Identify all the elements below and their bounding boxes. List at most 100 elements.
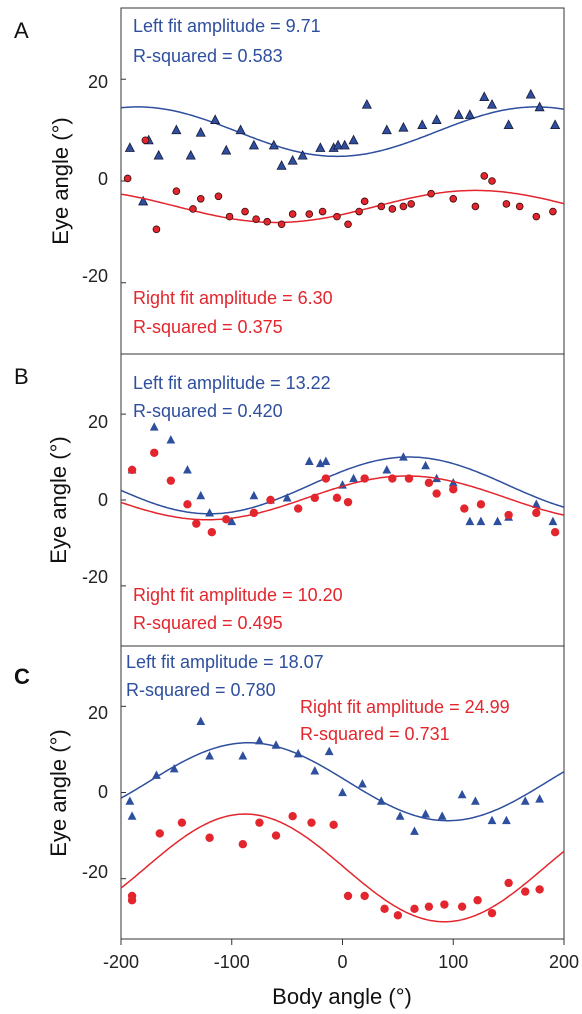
right-data-point <box>277 220 286 229</box>
y-tick-label: 20 <box>88 72 108 92</box>
left-data-point <box>399 452 408 461</box>
left-data-point <box>534 101 545 112</box>
left-data-point <box>297 149 308 160</box>
y-tick-label: 20 <box>88 412 108 432</box>
left-data-point <box>358 779 367 788</box>
left-data-point <box>248 139 259 150</box>
left-data-point <box>315 458 325 468</box>
right-data-point <box>380 904 389 914</box>
left-data-point <box>324 746 334 756</box>
left-data-point <box>210 114 221 124</box>
right-data-point <box>189 205 197 213</box>
left-data-point <box>183 465 192 474</box>
left-data-point <box>338 787 347 797</box>
x-tick-label: -100 <box>214 952 250 972</box>
right-data-point <box>471 202 480 211</box>
left-r-squared-c: R-squared = 0.780 <box>126 680 276 700</box>
right-data-point <box>205 833 214 842</box>
right-data-point <box>252 215 260 223</box>
left-data-point <box>395 811 405 820</box>
right-data-point <box>127 465 137 475</box>
left-data-point <box>531 499 541 508</box>
left-data-point <box>293 748 303 758</box>
right-data-point <box>532 212 541 221</box>
right-data-point <box>343 497 353 507</box>
right-r-squared-b: R-squared = 0.495 <box>133 613 283 633</box>
left-fit-curve <box>120 742 565 822</box>
left-data-point <box>503 119 514 130</box>
y-tick-label: 20 <box>88 703 108 723</box>
left-data-point <box>381 124 392 135</box>
left-data-point <box>453 109 464 119</box>
right-data-point <box>177 818 187 827</box>
left-fit-amplitude-b: Left fit amplitude = 13.22 <box>133 373 331 393</box>
left-data-point <box>493 516 502 526</box>
left-data-point <box>339 139 350 150</box>
panel-label-a: A <box>14 18 29 43</box>
x-tick-marks <box>120 939 565 945</box>
right-data-point <box>141 136 150 145</box>
right-data-point <box>196 195 205 203</box>
left-data-point <box>153 149 164 160</box>
left-data-point <box>431 114 442 124</box>
left-fit-amplitude-a: Left fit amplitude = 9.71 <box>133 16 321 36</box>
right-data-point <box>192 519 201 528</box>
left-data-point <box>464 109 475 119</box>
left-data-point <box>479 91 490 102</box>
right-data-point <box>460 504 469 513</box>
left-data-point <box>205 751 214 760</box>
right-data-point <box>424 902 434 911</box>
x-tick-label: 100 <box>438 952 468 972</box>
right-data-point <box>344 220 352 229</box>
y-axis-label-c: Eye angle (°) <box>46 729 71 856</box>
left-data-point <box>221 144 232 155</box>
left-data-point <box>276 160 287 170</box>
right-data-point <box>249 508 259 518</box>
left-data-point <box>410 826 419 835</box>
left-data-point <box>304 456 314 465</box>
left-data-point <box>268 139 279 150</box>
left-data-point <box>333 139 344 150</box>
left-fit-curve <box>120 456 565 515</box>
right-data-point <box>332 493 342 503</box>
right-data-point <box>410 904 419 914</box>
left-data-point <box>249 490 259 500</box>
right-data-point <box>152 225 161 234</box>
y-ticks-c: 20 0 -20 <box>82 703 108 882</box>
left-data-point <box>476 516 486 526</box>
left-data-point <box>550 119 561 130</box>
right-data-point <box>440 900 449 909</box>
left-data-point <box>315 142 326 152</box>
right-data-point <box>166 476 176 485</box>
left-data-point <box>171 124 182 135</box>
right-data-point <box>502 200 511 208</box>
right-data-point <box>480 172 489 180</box>
right-data-point <box>449 195 458 203</box>
left-data-point <box>196 490 206 500</box>
right-data-point <box>238 840 248 849</box>
left-data-point <box>195 126 206 137</box>
left-data-point <box>227 516 237 526</box>
left-data-point <box>535 794 545 803</box>
right-data-point <box>150 448 159 457</box>
right-data-point <box>329 820 338 830</box>
right-data-point <box>432 489 441 498</box>
marks-b <box>120 413 565 587</box>
left-data-point <box>421 460 430 470</box>
y-tick-label: 0 <box>98 169 108 189</box>
right-data-point <box>504 510 513 520</box>
x-tick-label: -200 <box>103 952 139 972</box>
right-fit-curve <box>120 475 565 521</box>
x-tick-label: 200 <box>549 952 579 972</box>
right-data-point <box>305 210 314 218</box>
panel-label-c: C <box>14 664 30 689</box>
left-data-point <box>502 815 511 825</box>
left-data-point <box>124 142 135 152</box>
x-tick-label: 0 <box>337 952 347 972</box>
y-axis-label-b: Eye angle (°) <box>46 436 71 563</box>
right-data-point <box>288 210 297 218</box>
left-data-point <box>417 119 428 130</box>
left-data-point <box>287 154 298 165</box>
left-data-point <box>235 124 246 135</box>
